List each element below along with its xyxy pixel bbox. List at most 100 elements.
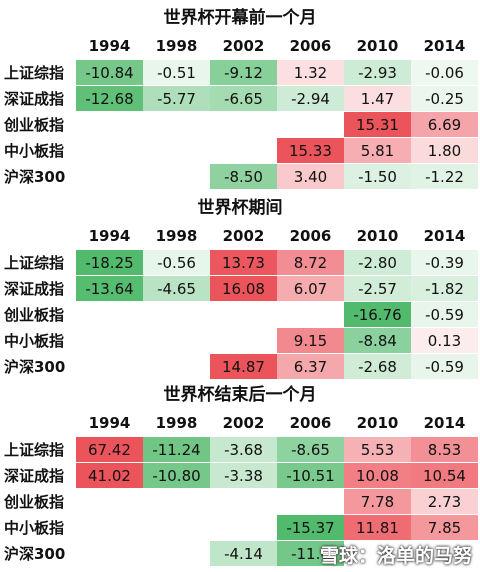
data-row: 深证成指 -12.68 -5.77 -6.65 -2.94 1.47 -0.25	[0, 86, 478, 111]
cell: -0.25	[411, 86, 478, 111]
cell	[411, 541, 478, 566]
cell: 6.07	[277, 276, 344, 301]
cell: -18.25	[76, 250, 143, 275]
cell: 5.81	[344, 138, 411, 163]
cell: 8.53	[411, 437, 478, 462]
cell: 1.47	[344, 86, 411, 111]
row-label: 深证成指	[4, 280, 65, 298]
heatmap-table: 1994 1998 2002 2006 2010 2014 上证综指 -18.25 -0.56 1…	[0, 222, 478, 380]
cell	[76, 112, 143, 137]
column-header: 2014	[423, 414, 466, 432]
cell: -2.93	[344, 60, 411, 85]
section: 世界杯结束后一个月 1994 1998 2002 2006 2010 2014 上证综指 67.…	[0, 381, 480, 567]
section: 世界杯期间 1994 1998 2002 2006 2010 2014 上证综指 -18.25-…	[0, 194, 480, 380]
column-header: 1998	[155, 37, 198, 55]
cell	[210, 138, 277, 163]
data-row: 沪深300 -8.50 3.40 -1.50 -1.22	[0, 164, 478, 189]
heatmap-table: 1994 1998 2002 2006 2010 2014 上证综指 67.42 -11.24-…	[0, 409, 478, 567]
cell: 41.02	[76, 463, 143, 488]
cell: -0.59	[411, 302, 478, 327]
cell: -4.14	[210, 541, 277, 566]
column-header: 1994	[88, 37, 131, 55]
cell: -1.50	[344, 164, 411, 189]
cell	[210, 515, 277, 540]
cell: -10.51	[277, 463, 344, 488]
column-header: 1994	[88, 414, 131, 432]
cell: -16.76	[344, 302, 411, 327]
cell: 7.85	[411, 515, 478, 540]
column-header: 1994	[88, 227, 131, 245]
cell: -8.50	[210, 164, 277, 189]
cell: -1.82	[411, 276, 478, 301]
row-label: 中小板指	[4, 332, 65, 350]
header-row: 1994 1998 2002 2006 2010 2014	[0, 223, 478, 249]
cell	[76, 164, 143, 189]
cell: -11.0	[277, 541, 344, 566]
cell: -2.57	[344, 276, 411, 301]
cell: 2.73	[411, 489, 478, 514]
section: 世界杯开幕前一个月 1994 1998 2002 2006 2010 2014 上证综指 -10…	[0, 4, 480, 190]
row-label: 中小板指	[4, 519, 65, 537]
data-row: 沪深300 14.87 6.37 -2.68 -0.59	[0, 354, 478, 379]
watermark: 雪球：洛单的马努	[319, 545, 472, 567]
data-row: 创业板指 7.78 2.73	[0, 489, 478, 514]
cell	[76, 515, 143, 540]
column-header: 2010	[356, 414, 399, 432]
cell: 10.08	[344, 463, 411, 488]
data-row: 中小板指 9.15 -8.84 0.13	[0, 328, 478, 353]
cell	[76, 302, 143, 327]
row-label: 创业板指	[4, 493, 65, 511]
cell: -2.80	[344, 250, 411, 275]
column-header: 1998	[155, 414, 198, 432]
cell: 8.72	[277, 250, 344, 275]
column-header: 2014	[423, 227, 466, 245]
data-row: 深证成指 -13.64 -4.65 16.08 6.07 -2.57 -1.82	[0, 276, 478, 301]
cell: 15.31	[344, 112, 411, 137]
data-row: 上证综指 67.42 -11.24 -3.68 -8.65 5.53 8.53	[0, 437, 478, 462]
cell	[210, 112, 277, 137]
cell: -13.64	[76, 276, 143, 301]
row-label: 上证综指	[4, 64, 65, 82]
data-row: 创业板指 -16.76 -0.59	[0, 302, 478, 327]
cell: -10.84	[76, 60, 143, 85]
cell	[143, 354, 210, 379]
column-header: 2006	[289, 37, 332, 55]
column-header: 2002	[222, 414, 265, 432]
cell: 14.87	[210, 354, 277, 379]
cell	[344, 541, 411, 566]
cell	[210, 489, 277, 514]
cell: 7.78	[344, 489, 411, 514]
corner	[0, 410, 76, 436]
header-row: 1994 1998 2002 2006 2010 2014	[0, 33, 478, 59]
cell: -8.84	[344, 328, 411, 353]
cell	[210, 302, 277, 327]
column-header: 2010	[356, 227, 399, 245]
row-label: 沪深300	[4, 545, 66, 563]
cell	[76, 489, 143, 514]
cell: -3.68	[210, 437, 277, 462]
data-row: 创业板指 15.31 6.69	[0, 112, 478, 137]
heatmap-table: 1994 1998 2002 2006 2010 2014 上证综指 -10.84 -0.51-…	[0, 32, 478, 190]
cell: -15.37	[277, 515, 344, 540]
cell: -2.94	[277, 86, 344, 111]
cell	[76, 354, 143, 379]
cell	[143, 112, 210, 137]
data-row: 上证综指 -18.25 -0.56 13.73 8.72 -2.80 -0.39	[0, 250, 478, 275]
cell: -0.56	[143, 250, 210, 275]
cell: -0.39	[411, 250, 478, 275]
cell: -10.80	[143, 463, 210, 488]
column-header: 2002	[222, 37, 265, 55]
column-header: 2014	[423, 37, 466, 55]
cell: 67.42	[76, 437, 143, 462]
cell: -0.06	[411, 60, 478, 85]
cell	[143, 489, 210, 514]
cell	[143, 138, 210, 163]
corner	[0, 33, 76, 59]
cell: -8.65	[277, 437, 344, 462]
cell: 10.54	[411, 463, 478, 488]
cell: -9.12	[210, 60, 277, 85]
row-label: 深证成指	[4, 90, 65, 108]
cell	[76, 138, 143, 163]
cell: -0.59	[411, 354, 478, 379]
cell: -6.65	[210, 86, 277, 111]
